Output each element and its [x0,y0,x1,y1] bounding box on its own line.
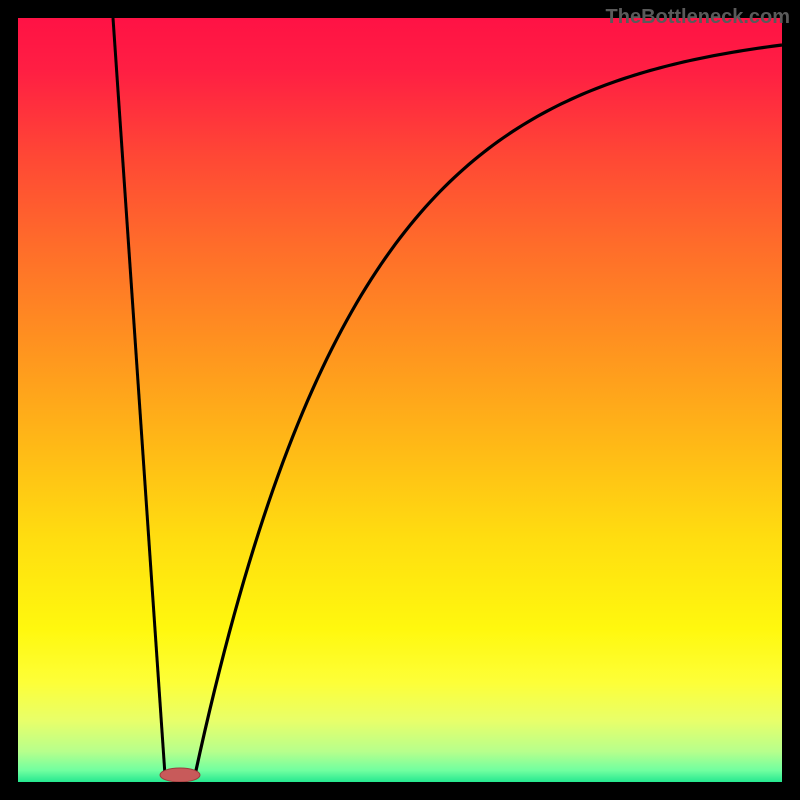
frame-border-right [782,0,800,800]
frame-border-bottom [0,782,800,800]
watermark-text: TheBottleneck.com [606,6,790,29]
bottleneck-chart [0,0,800,800]
gradient-background [18,18,782,782]
frame-border-left [0,0,18,800]
dip-marker [160,768,200,782]
